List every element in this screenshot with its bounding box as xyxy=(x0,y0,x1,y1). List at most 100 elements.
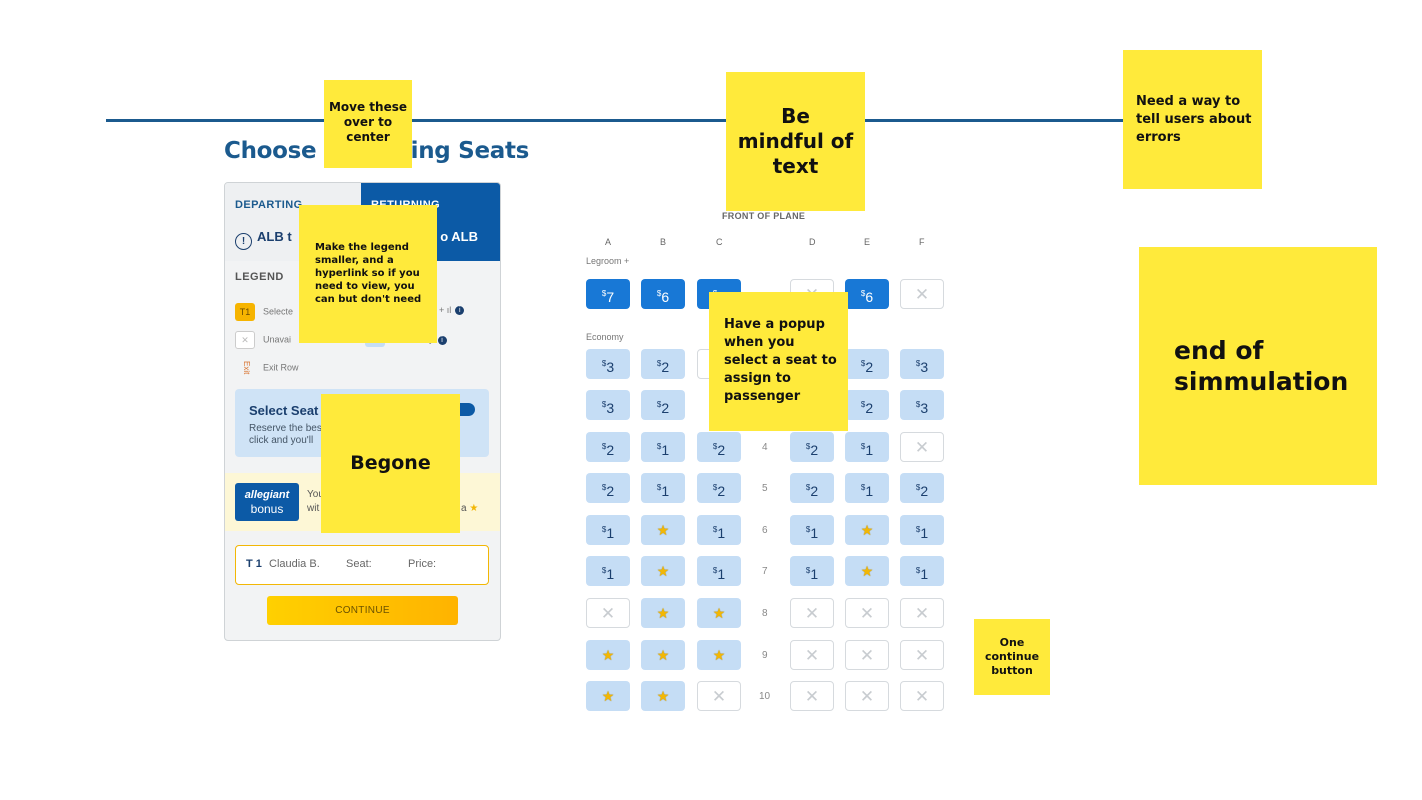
bonus-logo-top: allegiant xyxy=(244,489,290,501)
front-of-plane-label: FRONT OF PLANE xyxy=(722,211,806,221)
legend-item-label: Exit Row xyxy=(263,362,299,373)
seat-bonus[interactable]: ★ xyxy=(641,556,685,586)
seat[interactable]: $1 xyxy=(586,515,630,545)
seat[interactable]: $2 xyxy=(641,349,685,379)
seat[interactable]: $3 xyxy=(900,390,944,420)
seat-unavailable: ✕ xyxy=(697,681,741,711)
seat-bonus[interactable]: ★ xyxy=(641,681,685,711)
star-icon: ★ xyxy=(860,563,874,579)
seat-bonus[interactable]: ★ xyxy=(641,598,685,628)
info-icon[interactable]: i xyxy=(437,335,447,345)
seat[interactable]: $2 xyxy=(845,349,889,379)
seat-unavailable: ✕ xyxy=(845,598,889,628)
legend-item-exit-row: Exit Exit Row xyxy=(235,359,299,377)
currency-symbol: $ xyxy=(712,525,718,534)
seat[interactable]: $6 xyxy=(845,279,889,309)
star-icon: ★ xyxy=(656,688,670,704)
row-number: 10 xyxy=(759,691,771,702)
unavailable-x-icon: ✕ xyxy=(600,604,616,623)
currency-symbol: $ xyxy=(601,525,607,534)
exit-row-icon: Exit xyxy=(242,361,251,375)
sticky-note-text: Move these over to center xyxy=(328,100,408,144)
star-icon: ★ xyxy=(656,522,670,538)
currency-symbol: $ xyxy=(915,400,921,409)
bonus-text-3: wit xyxy=(307,503,320,514)
seat[interactable]: $2 xyxy=(697,432,741,462)
seat[interactable]: $6 xyxy=(641,279,685,309)
currency-symbol: $ xyxy=(805,483,811,492)
allegiant-bonus-logo: allegiant bonus xyxy=(235,483,299,521)
seat-bonus[interactable]: ★ xyxy=(845,556,889,586)
seat[interactable]: $2 xyxy=(790,473,834,503)
bonus-text-4-label: a xyxy=(461,503,467,514)
seat[interactable]: $2 xyxy=(586,432,630,462)
seat-bonus[interactable]: ★ xyxy=(845,515,889,545)
unavailable-x-icon: ✕ xyxy=(804,604,820,623)
info-circle-icon: ! xyxy=(235,233,252,250)
select-seats-desc-line1: Reserve the bes xyxy=(249,423,322,434)
seat[interactable]: $2 xyxy=(900,473,944,503)
passenger-id: T 1 xyxy=(246,558,262,570)
continue-button[interactable]: CONTINUE xyxy=(267,596,458,625)
seat[interactable]: $1 xyxy=(697,515,741,545)
unavailable-x-icon: ✕ xyxy=(859,646,875,665)
seat[interactable]: $3 xyxy=(900,349,944,379)
seat[interactable]: $1 xyxy=(845,473,889,503)
seat-unavailable: ✕ xyxy=(790,640,834,670)
seat-bonus[interactable]: ★ xyxy=(697,640,741,670)
currency-symbol: $ xyxy=(805,566,811,575)
sticky-note-legend-smaller: Make the legend smaller, and a hyperlink… xyxy=(299,205,437,343)
seat-bonus[interactable]: ★ xyxy=(697,598,741,628)
info-icon[interactable]: i xyxy=(455,306,465,316)
seat[interactable]: $3 xyxy=(586,390,630,420)
seat-bonus[interactable]: ★ xyxy=(641,515,685,545)
seat[interactable]: $1 xyxy=(641,432,685,462)
seat[interactable]: $1 xyxy=(790,515,834,545)
seat[interactable]: $1 xyxy=(641,473,685,503)
seat-bonus[interactable]: ★ xyxy=(586,640,630,670)
seat[interactable]: $1 xyxy=(900,556,944,586)
seat-unavailable: ✕ xyxy=(900,681,944,711)
seat-price: 1 xyxy=(920,525,929,541)
seat-price: 6 xyxy=(865,289,874,305)
seat-bonus[interactable]: ★ xyxy=(641,640,685,670)
seat[interactable]: $2 xyxy=(586,473,630,503)
seat[interactable]: $1 xyxy=(586,556,630,586)
seat[interactable]: $2 xyxy=(641,390,685,420)
seat[interactable]: $2 xyxy=(845,390,889,420)
column-label-f: F xyxy=(919,237,925,247)
passenger-seat-label: Seat: xyxy=(346,558,372,570)
select-seats-desc-line2: click and you'll xyxy=(249,435,314,446)
seat-price: 1 xyxy=(661,483,670,499)
passenger-row[interactable]: T 1 Claudia B. Seat: Price: xyxy=(235,545,489,585)
seat[interactable]: $1 xyxy=(790,556,834,586)
seat[interactable]: $3 xyxy=(586,349,630,379)
currency-symbol: $ xyxy=(860,359,866,368)
seat[interactable]: $1 xyxy=(697,556,741,586)
seat-price: 2 xyxy=(661,400,670,416)
seat-price: 2 xyxy=(717,442,726,458)
seat[interactable]: $1 xyxy=(845,432,889,462)
seat-price: 1 xyxy=(606,566,615,582)
sticky-note-text: end of simmulation xyxy=(1174,336,1349,396)
currency-symbol: $ xyxy=(915,566,921,575)
seat-price: 2 xyxy=(920,483,929,499)
seat-price: 3 xyxy=(920,359,929,375)
legend-item-legroom: + ıl i xyxy=(439,305,465,316)
seat[interactable]: $2 xyxy=(697,473,741,503)
sticky-note-text: Need a way to tell users about errors xyxy=(1136,94,1252,145)
currency-symbol: $ xyxy=(601,483,607,492)
seat[interactable]: $1 xyxy=(900,515,944,545)
seat-bonus[interactable]: ★ xyxy=(586,681,630,711)
seat-price: 1 xyxy=(661,442,670,458)
seat-unavailable: ✕ xyxy=(790,598,834,628)
sticky-note-popup: Have a popup when you select a seat to a… xyxy=(709,292,848,431)
seat-unavailable: ✕ xyxy=(845,640,889,670)
legend-item-label: Selecte xyxy=(263,306,294,317)
currency-symbol: $ xyxy=(601,289,607,298)
seat[interactable]: $7 xyxy=(586,279,630,309)
seat[interactable]: $2 xyxy=(790,432,834,462)
sticky-note-mindful: Be mindful of text xyxy=(726,72,865,211)
seat-price: 2 xyxy=(865,359,874,375)
star-icon: ★ xyxy=(656,647,670,663)
